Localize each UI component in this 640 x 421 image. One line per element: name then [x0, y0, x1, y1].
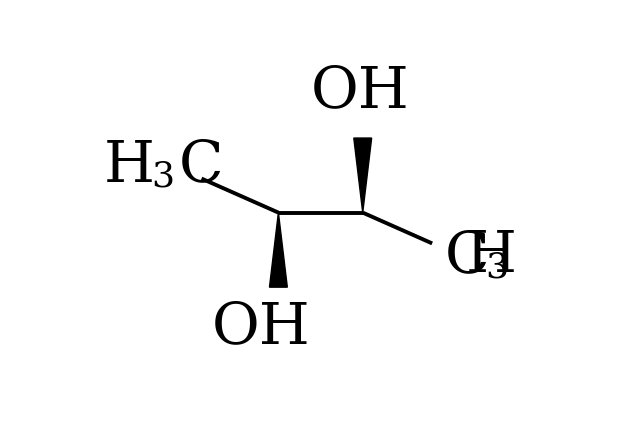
Polygon shape — [354, 138, 372, 213]
Text: OH: OH — [212, 300, 310, 356]
Text: H: H — [104, 138, 154, 194]
Text: C: C — [445, 228, 489, 284]
Text: H: H — [465, 228, 516, 284]
Text: 3: 3 — [485, 251, 508, 285]
Text: 3: 3 — [151, 160, 174, 194]
Text: C: C — [179, 138, 224, 194]
Text: OH: OH — [311, 63, 410, 119]
Polygon shape — [269, 213, 287, 287]
